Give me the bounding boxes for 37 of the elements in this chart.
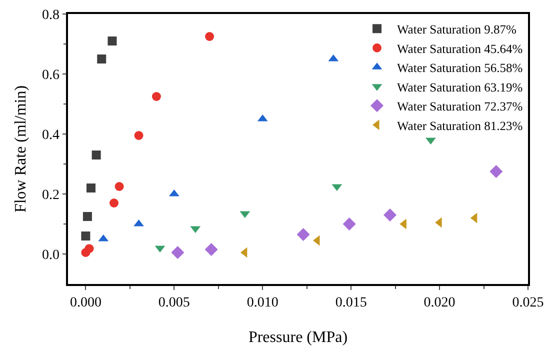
point — [342, 218, 356, 230]
point — [86, 184, 96, 192]
x-tick-label: 0.025 — [512, 296, 544, 311]
point — [296, 228, 310, 241]
x-tick-label: 0.020 — [424, 296, 456, 311]
x-tick-label: 0.010 — [246, 296, 278, 311]
point — [204, 243, 218, 256]
point — [84, 244, 94, 254]
y-tick-label: 0.6 — [42, 68, 60, 83]
point — [384, 208, 396, 222]
legend-label: Water Saturation 56.58% — [397, 61, 523, 75]
point — [110, 198, 118, 208]
legend-label: Water Saturation 45.64% — [397, 42, 523, 56]
point — [92, 150, 101, 160]
point — [134, 131, 144, 140]
point — [97, 54, 106, 64]
point — [171, 246, 184, 259]
y-tick-label: 0.8 — [42, 8, 60, 23]
x-axis-title: Pressure (MPa) — [248, 329, 348, 346]
y-axis-title: Flow Rate (ml/min) — [12, 85, 30, 213]
point — [108, 36, 117, 46]
legend-label: Water Saturation 63.19% — [397, 80, 523, 94]
point — [152, 92, 161, 101]
point — [81, 232, 90, 240]
legend-label: Water Saturation 72.37% — [397, 100, 523, 114]
point — [114, 182, 124, 191]
legend-label: Water Saturation 9.87% — [397, 22, 516, 36]
legend-label: Water Saturation 81.23% — [397, 118, 523, 133]
y-tick-label: 0.2 — [42, 188, 60, 203]
x-tick-label: 0.000 — [70, 296, 102, 311]
y-tick-label: 0.4 — [42, 128, 60, 143]
y-tick-label: 0.0 — [42, 248, 60, 263]
point — [490, 165, 503, 178]
x-tick-label: 0.015 — [335, 296, 367, 311]
x-tick-label: 0.005 — [158, 296, 190, 311]
point — [205, 32, 214, 41]
point — [82, 212, 92, 221]
